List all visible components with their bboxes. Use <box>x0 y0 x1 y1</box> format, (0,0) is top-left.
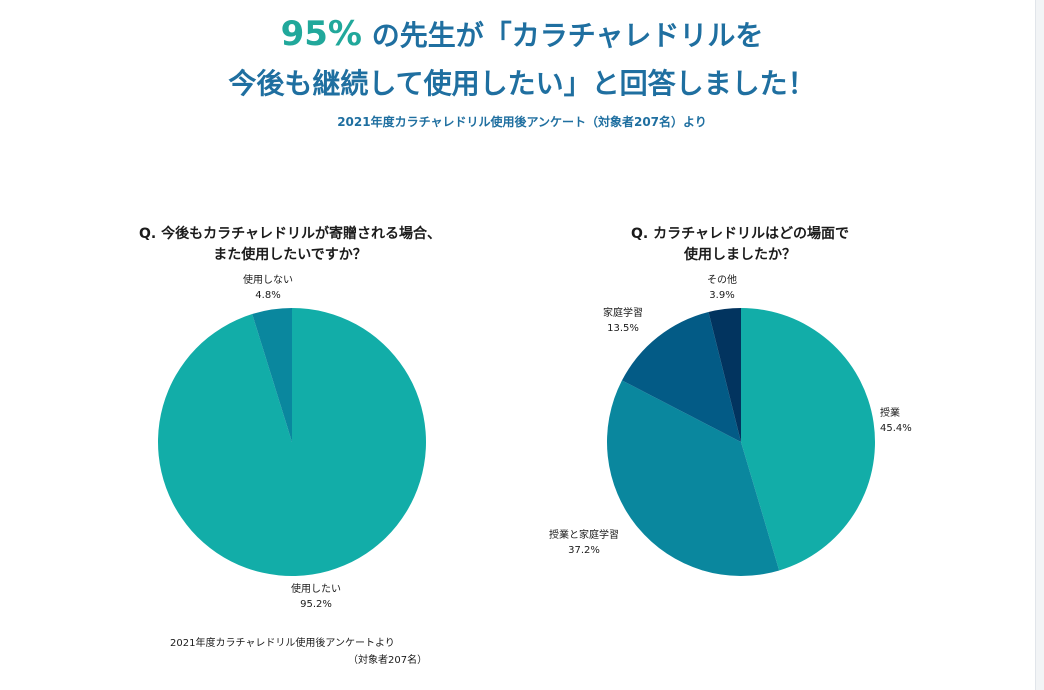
chart1-slice-1 <box>252 308 292 442</box>
chart1-label-use-value: 95.2% <box>300 599 332 610</box>
chart2-question-line-1: Q. カラチャレドリルはどの場面で <box>631 226 849 242</box>
chart2-label-class: 授業 45.4% <box>880 406 912 436</box>
chart2-label-class-and-home-value: 37.2% <box>568 545 600 556</box>
chart1-question: Q. 今後もカラチャレドリルが寄贈される場合、 また使用したいですか？ <box>110 224 470 266</box>
chart2-label-class-and-home: 授業と家庭学習 37.2% <box>549 528 619 558</box>
chart2-label-class-value: 45.4% <box>880 423 912 434</box>
headline-line-2: 今後も継続して使用したい」と回答しました！ <box>228 67 816 100</box>
chart2-label-other: その他 3.9% <box>707 273 737 303</box>
chart2-question: Q. カラチャレドリルはどの場面で 使用しましたか？ <box>580 224 900 266</box>
headline-line-1-text: の先生が「カラチャレドリルを <box>371 19 764 52</box>
chart1-label-not-use: 使用しない 4.8% <box>243 273 293 303</box>
chart1-label-not-use-value: 4.8% <box>255 290 281 301</box>
chart1-label-not-use-name: 使用しない <box>243 275 293 286</box>
chart1-question-line-2: また使用したいですか？ <box>213 247 367 263</box>
chart1-label-use-name: 使用したい <box>291 584 341 595</box>
chart2-slice-2 <box>621 312 741 442</box>
chart2-label-home-name: 家庭学習 <box>603 308 643 319</box>
source-note-line-1: 2021年度カラチャレドリル使用後アンケートより <box>170 638 395 649</box>
chart2-slice-1 <box>607 380 780 576</box>
chart2-label-other-value: 3.9% <box>709 290 735 301</box>
chart1-label-use: 使用したい 95.2% <box>291 582 341 612</box>
headline-percent: 95% <box>280 14 362 54</box>
survey-subtitle: 2021年度カラチャレドリル使用後アンケート（対象者207名）より <box>337 115 707 129</box>
chart2-label-class-name: 授業 <box>880 408 900 419</box>
chart2-label-class-and-home-name: 授業と家庭学習 <box>549 530 619 541</box>
chart2-slice-3 <box>708 308 741 442</box>
headline-line-1: 95% の先生が「カラチャレドリルを <box>0 14 1044 54</box>
chart2-slice-0 <box>741 308 875 571</box>
scrollbar-track[interactable] <box>1035 0 1044 690</box>
chart2-label-other-name: その他 <box>707 275 737 286</box>
source-note: 2021年度カラチャレドリル使用後アンケートより （対象者207名） <box>170 635 427 669</box>
chart2-question-line-2: 使用しましたか？ <box>684 247 796 263</box>
chart1-question-line-1: Q. 今後もカラチャレドリルが寄贈される場合、 <box>139 226 441 242</box>
source-note-line-2: （対象者207名） <box>348 655 428 666</box>
chart2-label-home-value: 13.5% <box>607 323 639 334</box>
chart2-label-home: 家庭学習 13.5% <box>603 306 643 336</box>
